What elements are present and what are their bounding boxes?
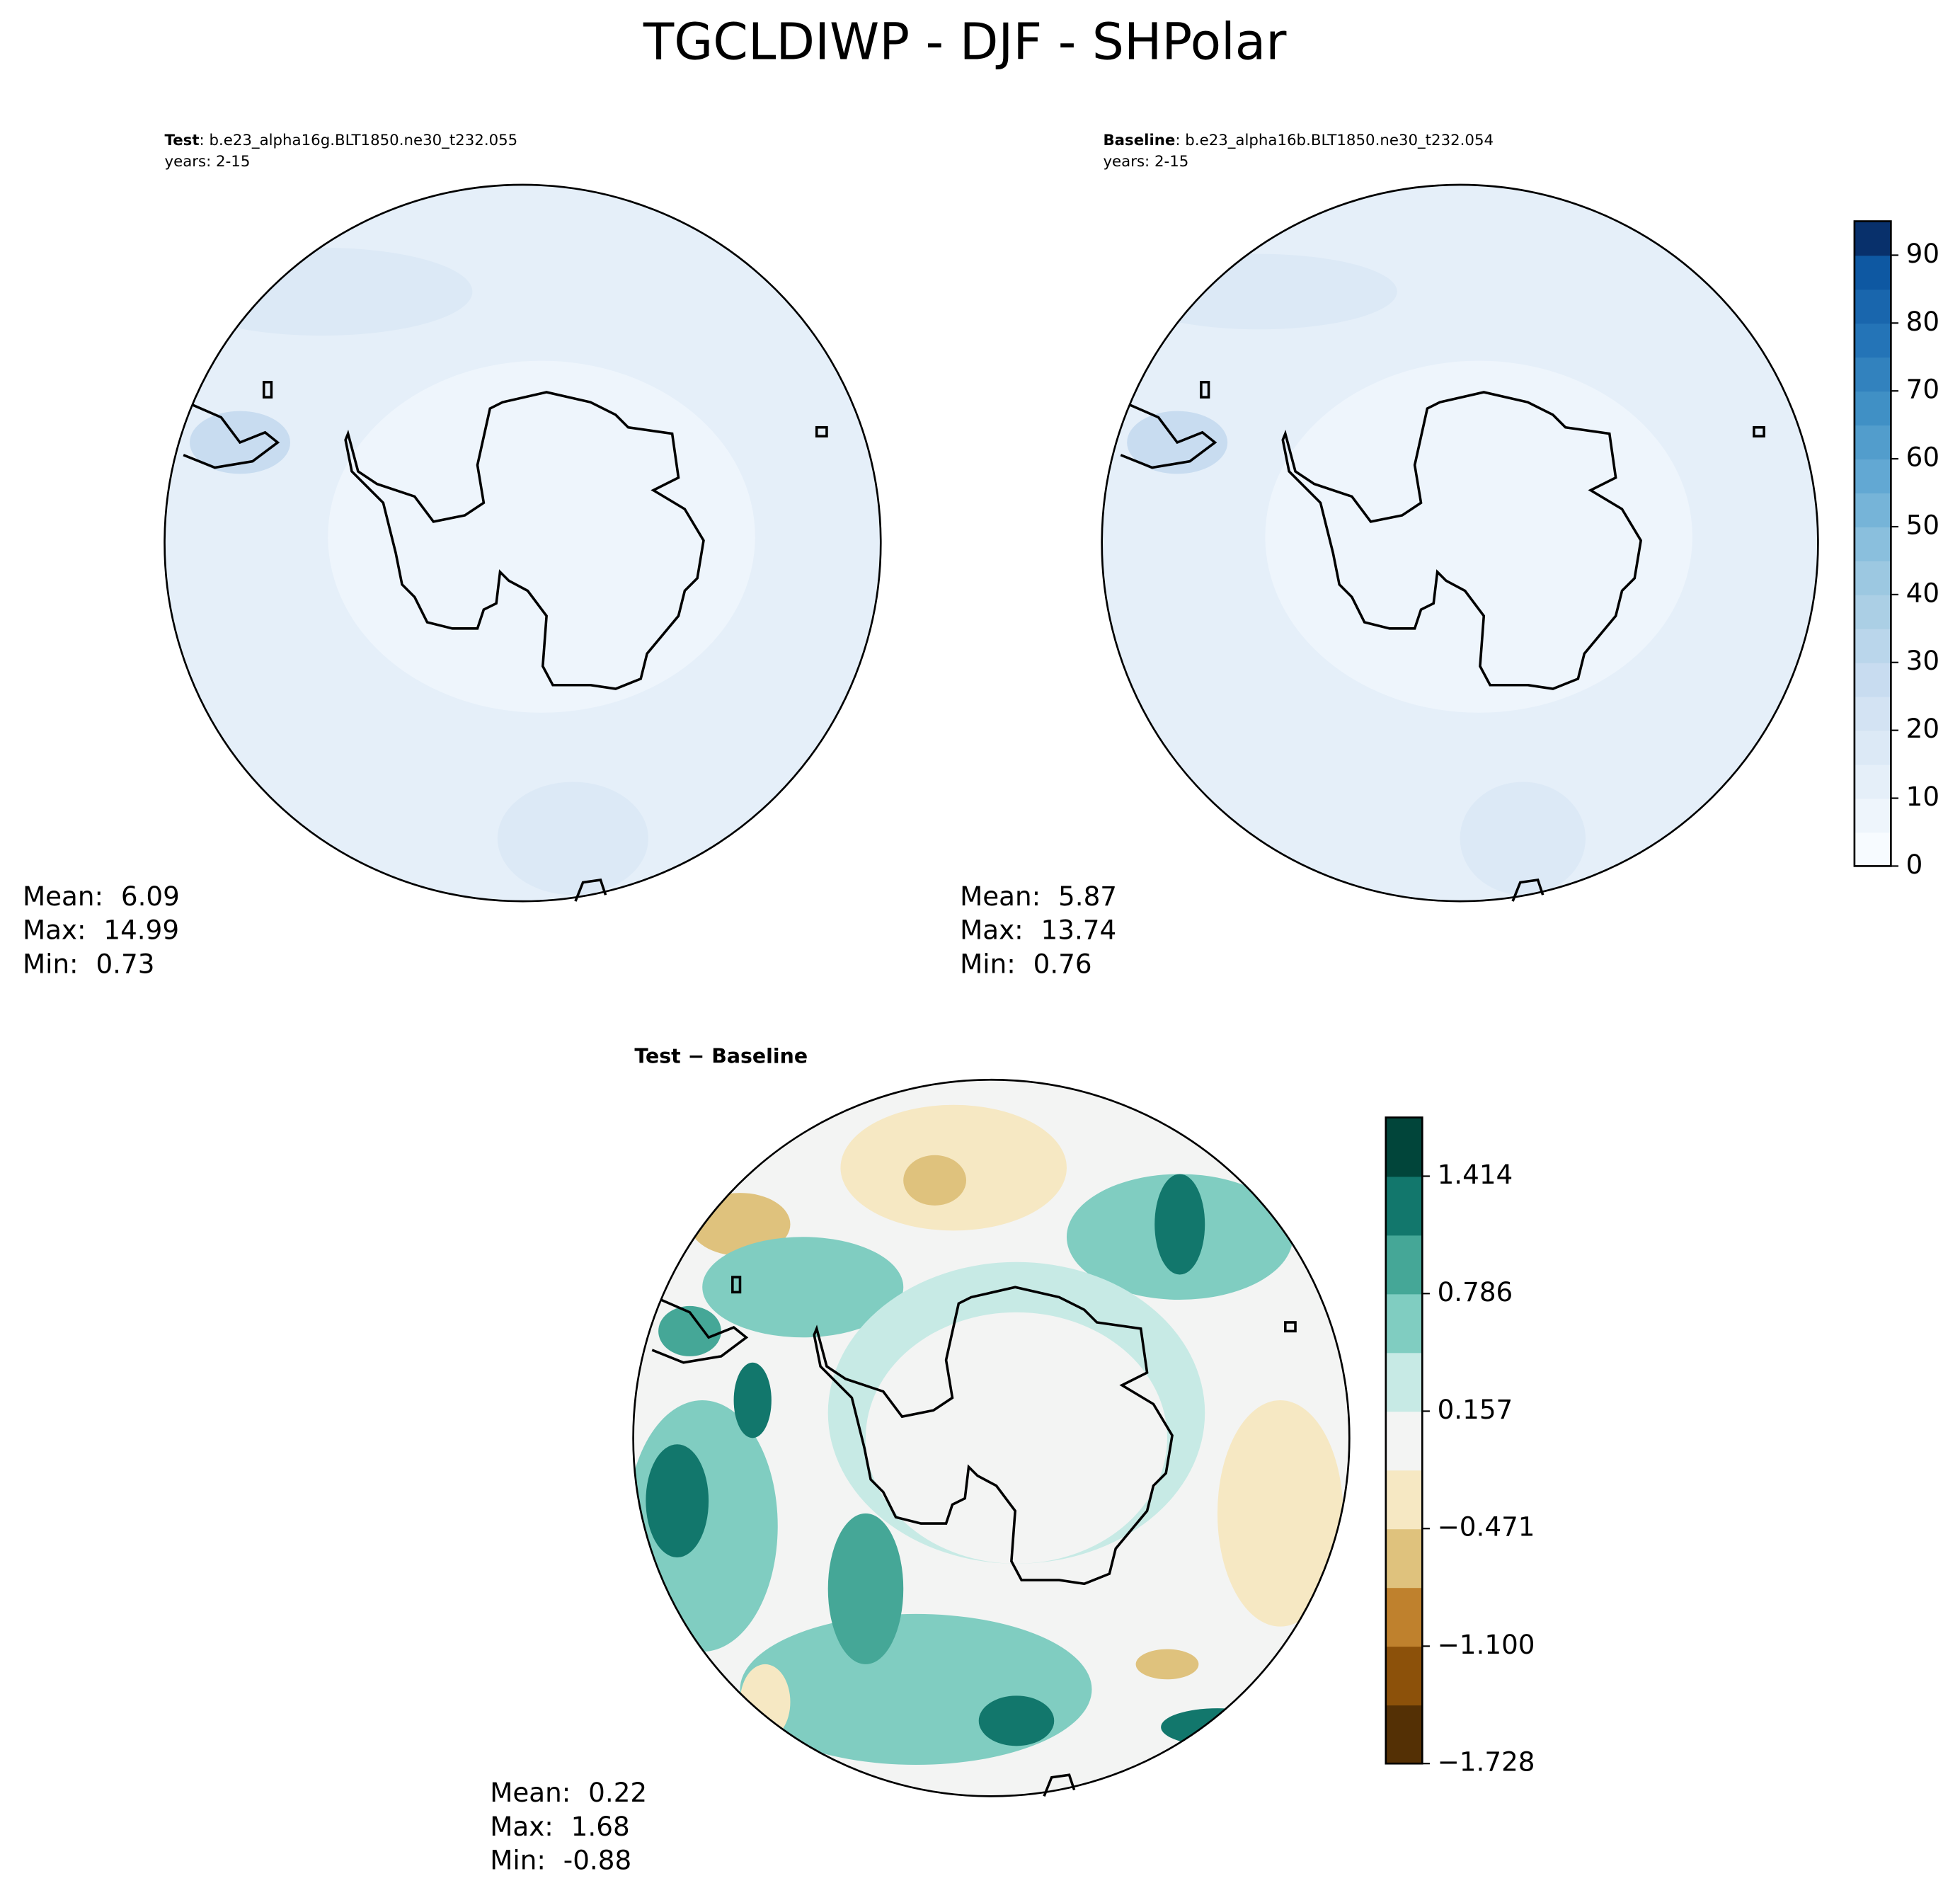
colorbar-band <box>1854 798 1891 833</box>
stat-line: Max: 14.99 <box>23 914 179 945</box>
stat-line: Min: -0.88 <box>490 1844 631 1875</box>
colorbar-tick-label: 0.157 <box>1438 1394 1513 1425</box>
panel-years: years: 2-15 <box>1103 153 1188 171</box>
stat-value: 14.99 <box>103 914 179 945</box>
colorbar-tick-label: 1.414 <box>1438 1159 1513 1190</box>
colorbar: 0 10 20 30 40 50 60 70 80 90 <box>1853 220 1939 880</box>
colorbar-tick-label: −1.728 <box>1438 1746 1535 1778</box>
colorbar-band <box>1854 594 1891 629</box>
colorbar-band <box>1385 1176 1423 1236</box>
colorbar-band <box>1385 1587 1423 1647</box>
colorbar-band <box>1385 1646 1423 1706</box>
stat-line: Mean: 5.87 <box>960 880 1117 911</box>
colorbar-band <box>1385 1411 1423 1471</box>
colorbar-band <box>1385 1352 1423 1412</box>
panel-case: : b.e23_alpha16g.BLT1850.ne30_t232.055 <box>200 132 518 149</box>
colorbar-band <box>1385 1528 1423 1589</box>
stat-line: Max: 13.74 <box>960 914 1116 945</box>
colorbar-tick-label: 80 <box>1906 306 1939 337</box>
colorbar-band <box>1854 255 1891 290</box>
colorbar-band <box>1854 289 1891 324</box>
stat-value: 5.87 <box>1058 880 1117 911</box>
colorbar-band <box>1854 662 1891 697</box>
stats: Mean: 5.87 Max: 13.74 Min: 0.76 <box>960 880 1117 979</box>
panel-label-name: Baseline <box>1103 132 1175 149</box>
stat-label: Min: <box>960 948 1016 979</box>
colorbar-band <box>1854 221 1891 256</box>
colorbar-tick-label: 10 <box>1906 781 1939 812</box>
stat-value: -0.88 <box>563 1844 631 1875</box>
colorbar-band <box>1385 1705 1423 1765</box>
stats: Mean: 6.09 Max: 14.99 Min: 0.73 <box>23 880 180 979</box>
stat-label: Mean: <box>490 1776 571 1807</box>
stat-value: 6.09 <box>121 880 180 911</box>
colorbar: −1.728 −1.100 −0.471 0.157 0.786 1.414 <box>1385 1116 1535 1778</box>
colorbar-band <box>1854 526 1891 561</box>
colorbar-band <box>1854 764 1891 799</box>
stat-line: Mean: 0.22 <box>490 1776 647 1807</box>
colorbar-frame <box>1385 1116 1423 1765</box>
map <box>164 183 882 901</box>
stat-label: Mean: <box>23 880 103 911</box>
panel-label: Test − Baseline <box>634 1044 808 1068</box>
colorbar-tick-label: −1.100 <box>1438 1629 1535 1660</box>
colorbar-tick-label: 0 <box>1906 849 1923 880</box>
stat-label: Max: <box>490 1810 554 1841</box>
colorbar-tick-label: 70 <box>1906 374 1939 405</box>
stat-value: 0.76 <box>1033 948 1092 979</box>
colorbar-band <box>1854 357 1891 392</box>
stat-label: Max: <box>960 914 1024 945</box>
colorbar-band <box>1854 832 1891 867</box>
panel-case: : b.e23_alpha16b.BLT1850.ne30_t232.054 <box>1175 132 1494 149</box>
colorbar-tick-label: 40 <box>1906 577 1939 608</box>
colorbar-band <box>1854 459 1891 493</box>
panel-years: years: 2-15 <box>165 153 251 171</box>
stat-label: Mean: <box>960 880 1041 911</box>
colorbar-band <box>1385 1235 1423 1295</box>
colorbar-band <box>1385 1470 1423 1530</box>
stat-value: 13.74 <box>1041 914 1117 945</box>
figure-title: TGCLDIWP - DJF - SHPolar <box>643 12 1287 71</box>
stat-value: 0.22 <box>588 1776 647 1807</box>
colorbar-band <box>1854 493 1891 527</box>
colorbar-tick-label: 50 <box>1906 509 1939 540</box>
colorbar-tick-label: 0.786 <box>1438 1276 1513 1308</box>
colorbar-frame <box>1853 220 1892 867</box>
stat-line: Max: 1.68 <box>490 1810 629 1841</box>
colorbar-band <box>1854 696 1891 731</box>
panel-label: Test: b.e23_alpha16g.BLT1850.ne30_t232.0… <box>165 132 518 149</box>
stat-label: Min: <box>490 1844 546 1875</box>
colorbar-band <box>1854 425 1891 459</box>
stat-value: 0.73 <box>96 948 154 979</box>
stat-line: Min: 0.76 <box>960 948 1091 979</box>
stats: Mean: 0.22 Max: 1.68 Min: -0.88 <box>490 1776 647 1875</box>
colorbar-band <box>1385 1293 1423 1354</box>
stat-label: Max: <box>23 914 86 945</box>
panel-label-name: Test <box>165 132 200 149</box>
map <box>1101 183 1819 901</box>
colorbar-band <box>1854 560 1891 595</box>
colorbar-tick-label: 60 <box>1906 442 1939 473</box>
stat-value: 1.68 <box>571 1810 630 1841</box>
colorbar-tick-label: 20 <box>1906 713 1939 744</box>
stat-label: Min: <box>23 948 79 979</box>
colorbar-band <box>1854 628 1891 663</box>
panel-label: Baseline: b.e23_alpha16b.BLT1850.ne30_t2… <box>1103 132 1494 149</box>
colorbar-band <box>1854 730 1891 765</box>
colorbar-band <box>1854 323 1891 358</box>
stat-line: Min: 0.73 <box>23 948 154 979</box>
colorbar-band <box>1385 1117 1423 1177</box>
stat-line: Mean: 6.09 <box>23 880 180 911</box>
colorbar-tick-label: −0.471 <box>1438 1511 1535 1543</box>
map <box>632 1078 1351 1796</box>
colorbar-tick-label: 30 <box>1906 645 1939 676</box>
colorbar-band <box>1854 391 1891 426</box>
colorbar-tick-label: 90 <box>1906 238 1939 269</box>
